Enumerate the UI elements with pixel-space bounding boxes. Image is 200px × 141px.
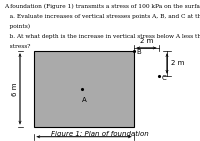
Text: b. At what depth is the increase in vertical stress below A less than 10% of the: b. At what depth is the increase in vert… — [4, 34, 200, 39]
Text: A foundation (Figure 1) transmits a stress of 100 kPa on the surface of a soil d: A foundation (Figure 1) transmits a stre… — [4, 4, 200, 9]
Text: A: A — [82, 97, 87, 103]
Text: stress?: stress? — [4, 44, 30, 49]
Text: 2 m: 2 m — [171, 60, 184, 66]
Text: a. Evaluate increases of vertical stresses points A, B, and C at the depth of 2m: a. Evaluate increases of vertical stress… — [4, 14, 200, 19]
Text: 6 m: 6 m — [12, 82, 18, 96]
Text: Figure 1: Plan of foundation: Figure 1: Plan of foundation — [51, 131, 149, 137]
Text: 2 m: 2 m — [140, 38, 153, 44]
Bar — [34, 51, 134, 127]
Text: C: C — [161, 75, 166, 81]
Text: B: B — [136, 49, 141, 55]
Text: points): points) — [4, 24, 30, 29]
